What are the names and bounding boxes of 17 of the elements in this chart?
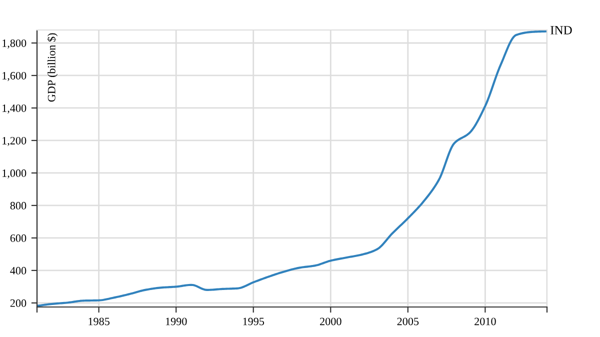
- y-tick-label: 600: [10, 234, 26, 242]
- y-tick-label: 1,600: [2, 72, 26, 82]
- x-tick-label: 1990: [166, 318, 187, 326]
- series-label: IND: [550, 26, 572, 34]
- y-tick-label: 1,800: [2, 39, 26, 49]
- y-tick-label: 400: [10, 266, 26, 274]
- y-tick-label: 200: [10, 299, 26, 307]
- y-axis-title: GDP (billion $): [47, 33, 58, 102]
- x-tick-label: 2010: [474, 318, 496, 326]
- x-tick-label: 1985: [88, 318, 110, 326]
- y-tick-label: 1,000: [2, 169, 26, 179]
- x-tick-label: 2000: [320, 318, 342, 326]
- y-tick-label: 1,400: [2, 104, 26, 114]
- y-tick-label: 800: [10, 202, 26, 210]
- x-tick-label: 2005: [397, 318, 419, 326]
- y-tick-label: 1,200: [2, 136, 26, 146]
- x-tick-label: 1995: [243, 318, 264, 326]
